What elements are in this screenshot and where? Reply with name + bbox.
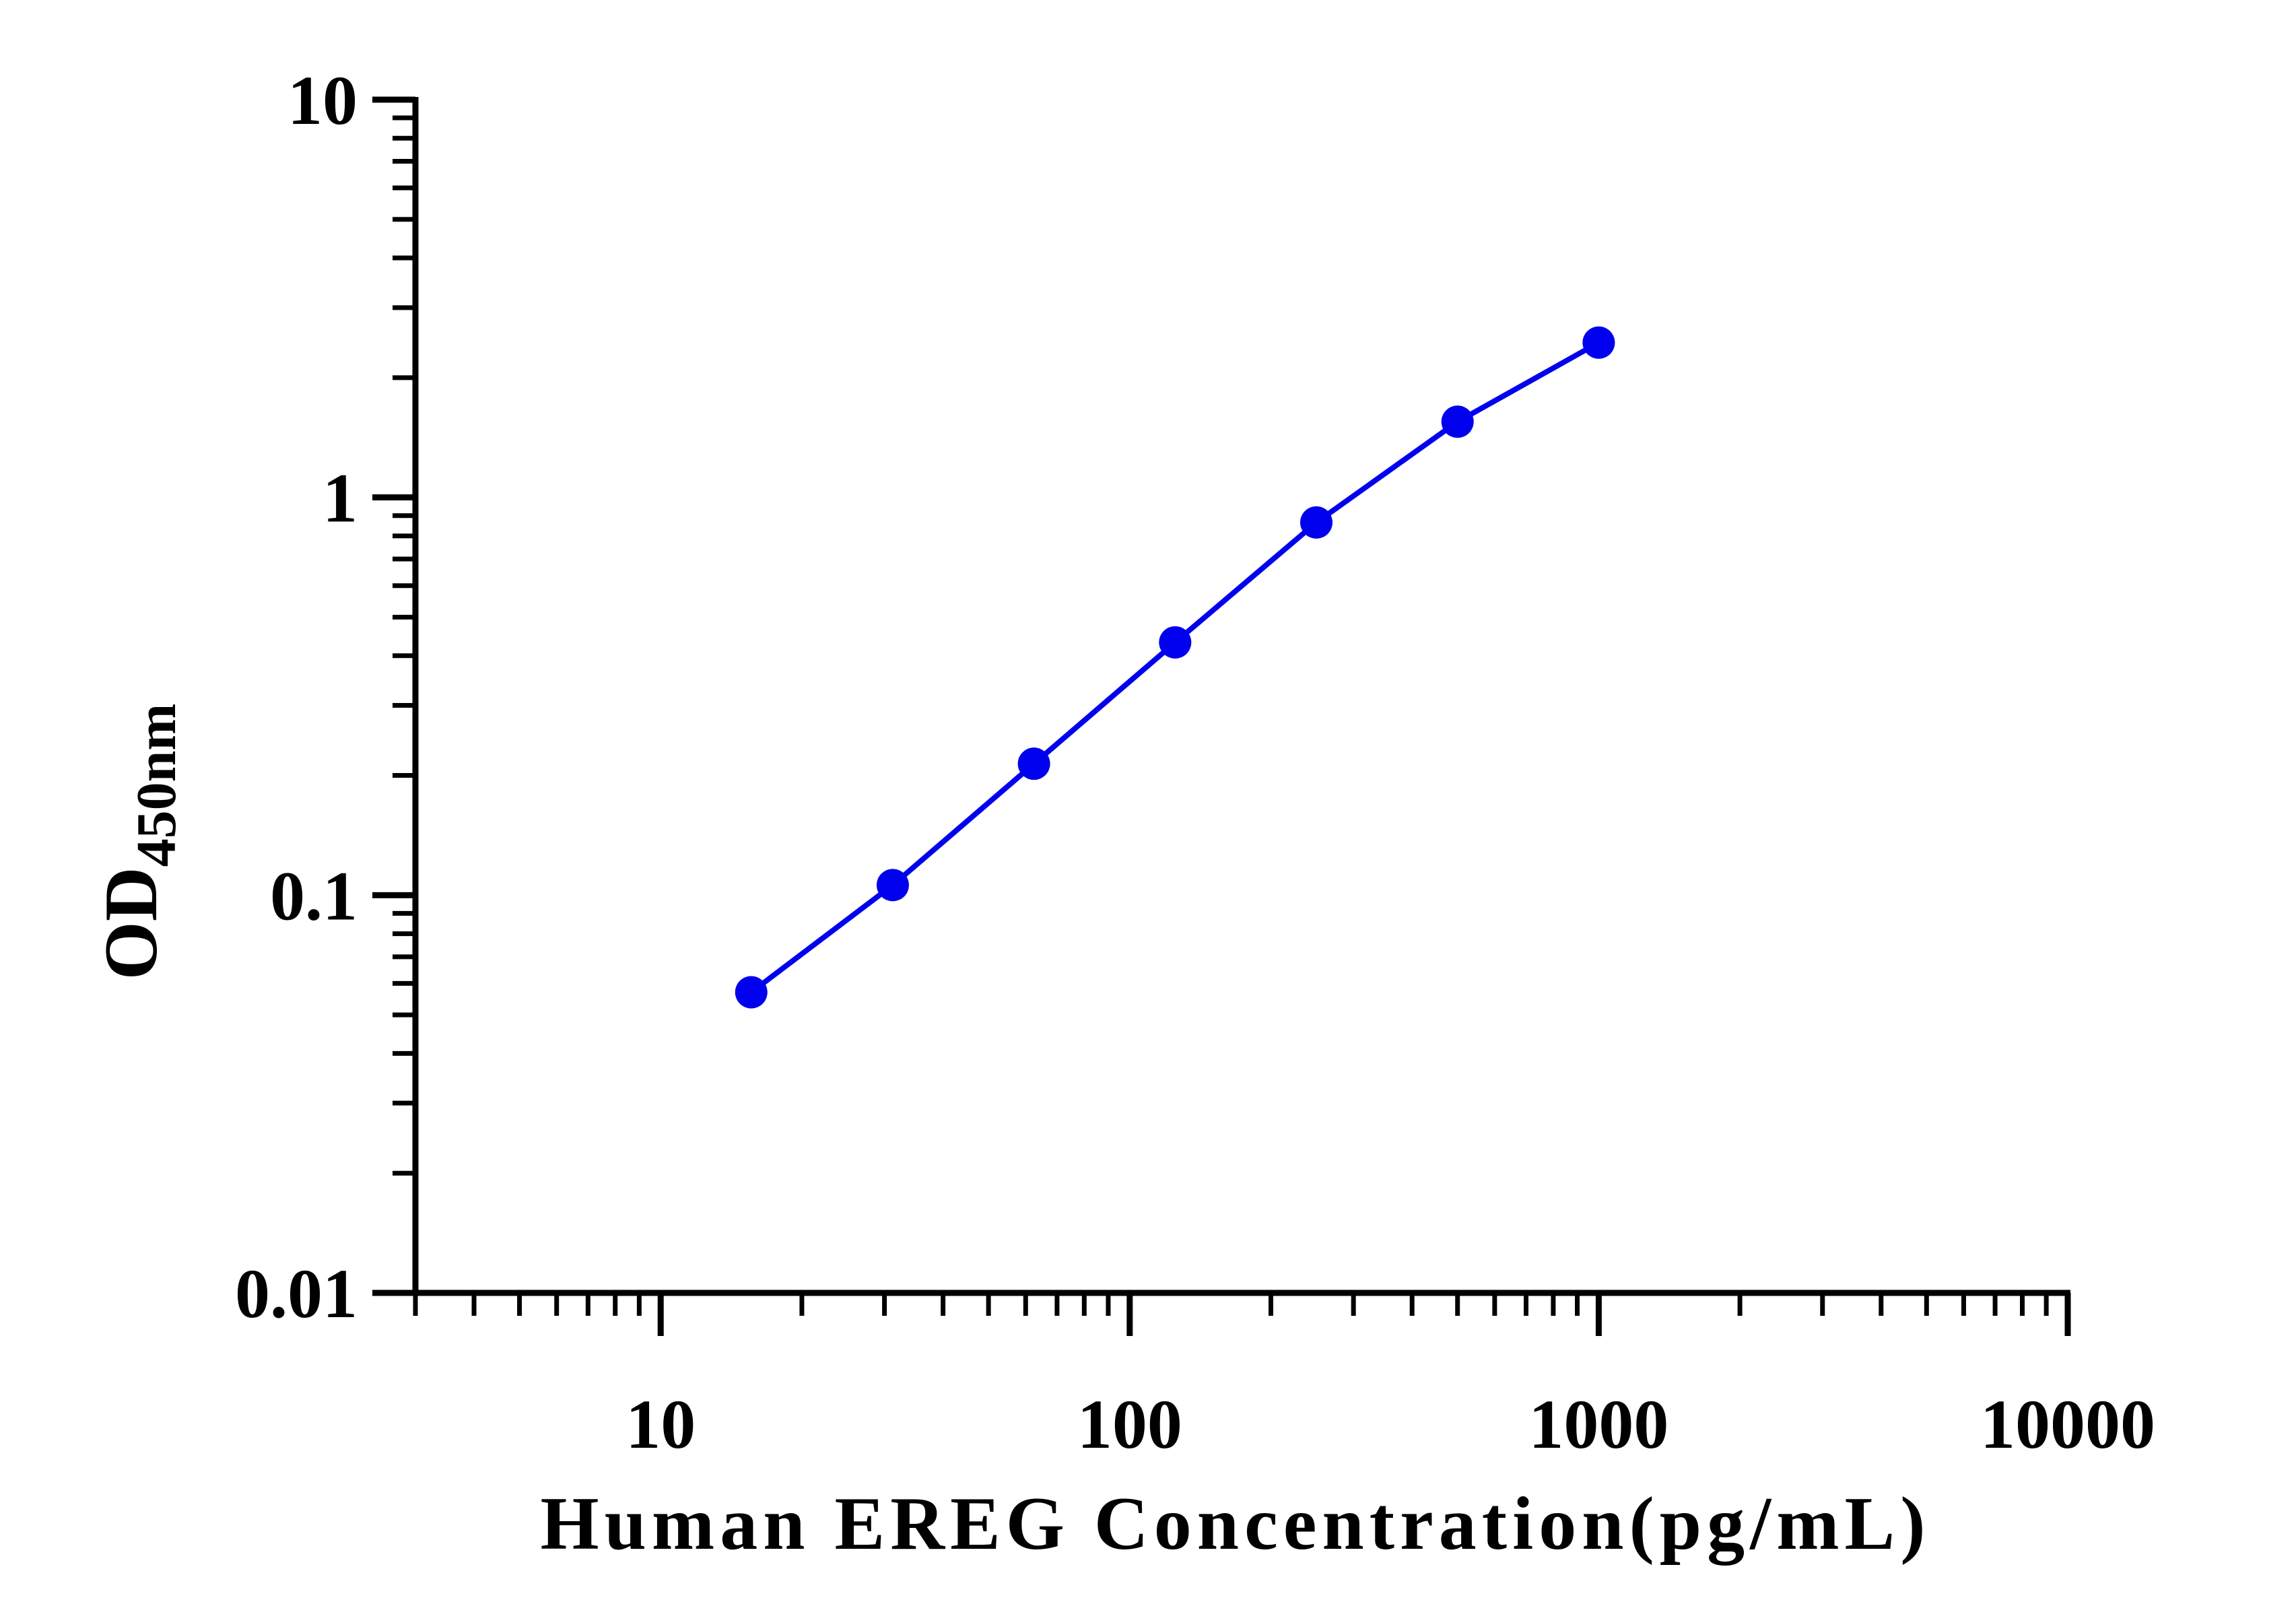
y-axis-title-sub: 450nm bbox=[125, 704, 188, 867]
series-group bbox=[735, 326, 1615, 1009]
data-point bbox=[735, 976, 768, 1009]
y-axis-tick-labels: 0.01 0.1 1 10 bbox=[235, 62, 358, 1333]
data-point bbox=[1017, 747, 1050, 780]
x-tick-label: 100 bbox=[1077, 1386, 1182, 1463]
y-tick-label: 10 bbox=[288, 62, 358, 139]
data-point bbox=[1441, 405, 1474, 438]
data-point bbox=[1159, 626, 1192, 659]
x-tick-label: 10 bbox=[626, 1386, 696, 1463]
data-point bbox=[1582, 326, 1615, 359]
x-axis-ticks bbox=[413, 1293, 2071, 1336]
data-point bbox=[1300, 506, 1333, 539]
axes bbox=[412, 97, 2070, 1296]
svg-text:OD450nm: OD450nm bbox=[90, 704, 188, 980]
y-axis-title-main: OD bbox=[90, 867, 173, 980]
x-axis-title: Human EREG Concentration(pg/mL) bbox=[541, 1482, 1931, 1566]
y-tick-label: 0.1 bbox=[270, 857, 358, 935]
y-tick-label: 1 bbox=[323, 460, 358, 537]
y-tick-label: 0.01 bbox=[235, 1255, 358, 1333]
x-tick-label: 10000 bbox=[1980, 1386, 2155, 1463]
x-tick-label: 1000 bbox=[1528, 1386, 1668, 1463]
y-axis-title: OD450nm bbox=[90, 704, 188, 980]
y-axis-ticks bbox=[372, 96, 415, 1296]
data-point bbox=[876, 869, 909, 902]
x-axis-tick-labels: 10 100 1000 10000 bbox=[626, 1386, 2155, 1463]
series-line bbox=[749, 340, 1600, 995]
